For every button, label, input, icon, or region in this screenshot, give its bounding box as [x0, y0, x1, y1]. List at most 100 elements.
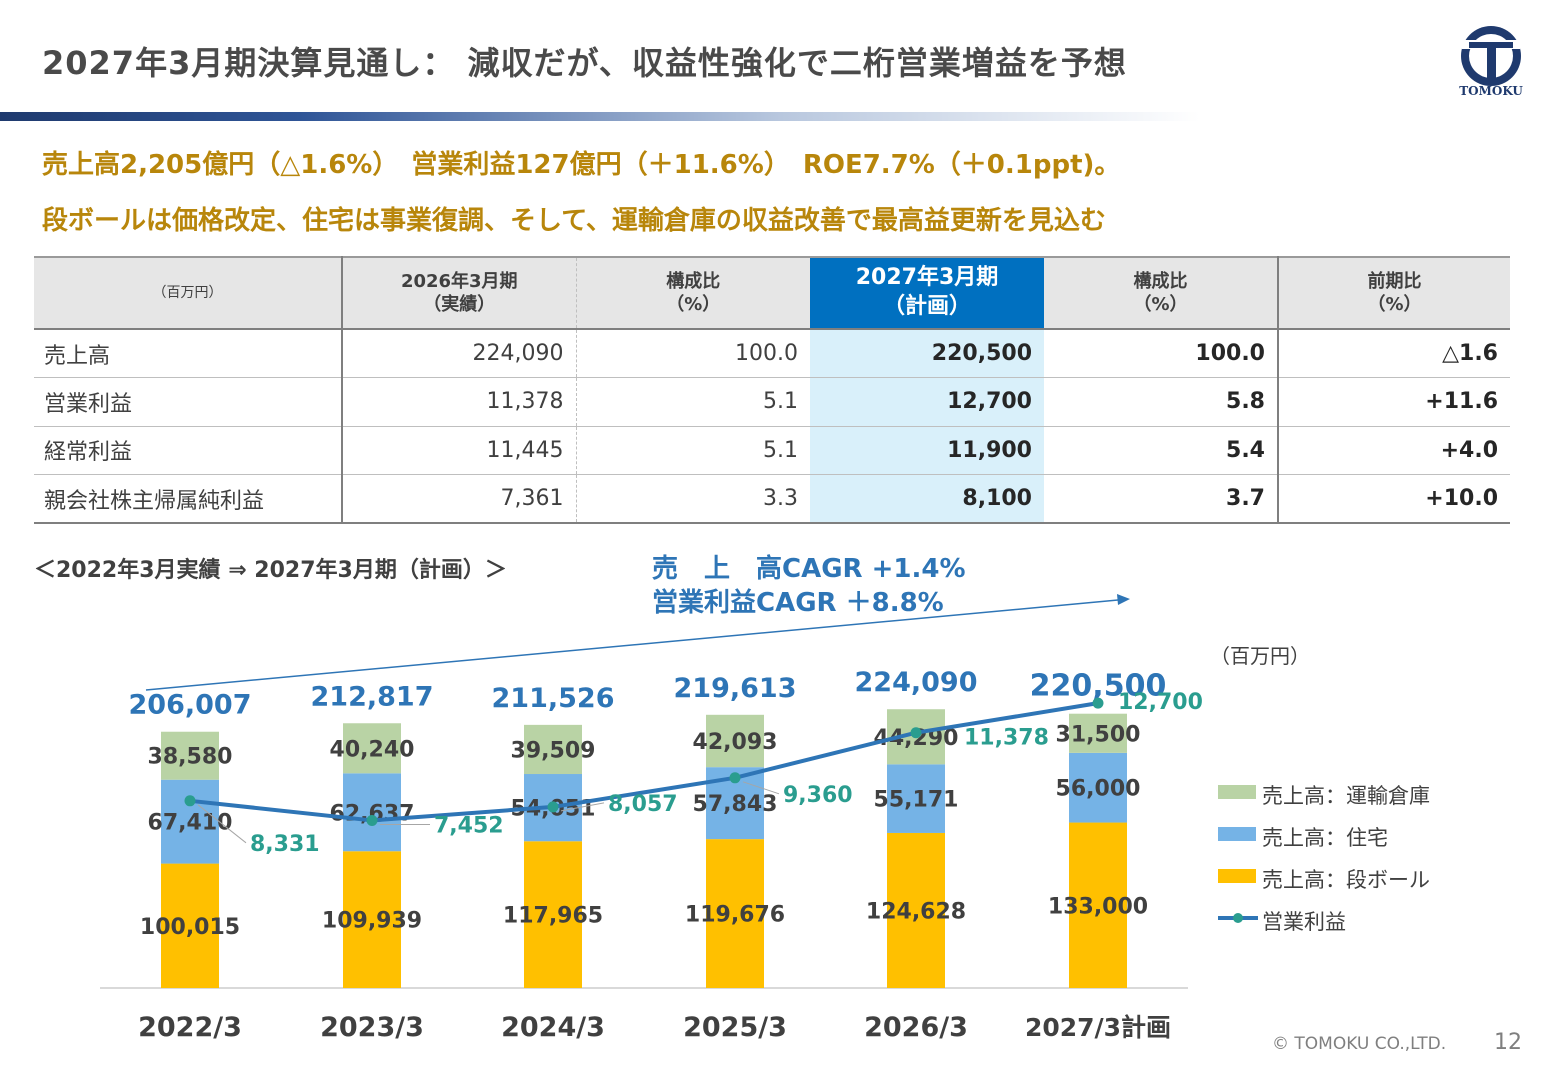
cell-value: 3.3: [576, 474, 810, 524]
data-label: 67,410: [148, 811, 233, 836]
x-tick-label: 2022/3: [138, 1012, 242, 1043]
header-ratio-2026: 構成比 （%）: [576, 256, 810, 330]
x-tick-label: 2025/3: [683, 1012, 787, 1043]
data-label: 124,628: [866, 899, 966, 924]
data-label: 109,939: [322, 909, 422, 934]
cell-value: 5.8: [1044, 377, 1279, 427]
cell-value: 5.1: [576, 426, 810, 475]
cell-value: 100.0: [1044, 329, 1279, 378]
cagr-arrow-head: [1117, 594, 1130, 605]
x-tick-label: 2024/3: [501, 1012, 605, 1043]
data-label: 57,843: [693, 792, 778, 817]
table-row: 経常利益 11,445 5.1 11,900 5.4 +4.0: [34, 426, 1510, 475]
data-label: 56,000: [1056, 777, 1141, 802]
header-fy2027: 2027年3月期 （計画）: [810, 256, 1044, 330]
table-row: 営業利益 11,378 5.1 12,700 5.8 +11.6: [34, 377, 1510, 427]
bar-segment: [343, 851, 401, 988]
cell-value: 11,900: [810, 426, 1044, 475]
x-tick-label: 2023/3: [320, 1012, 424, 1043]
cell-value: 100.0: [576, 329, 810, 378]
total-label: 224,090: [855, 667, 978, 698]
cell-value: +10.0: [1278, 474, 1510, 524]
cell-value: 11,445: [342, 426, 577, 475]
op-marker: [184, 795, 196, 807]
bar-segment: [343, 773, 401, 852]
legend-label: 売上高：運輸倉庫: [1262, 784, 1430, 808]
label-leader: [560, 802, 605, 812]
header-ratio-2027: 構成比 （%）: [1044, 256, 1279, 330]
data-label: 38,580: [148, 745, 233, 770]
data-label: 100,015: [140, 915, 240, 940]
bar-segment: [343, 723, 401, 774]
op-label: 8,057: [608, 792, 678, 817]
chart-unit: （百万円）: [1210, 644, 1310, 668]
bar-segment: [1069, 822, 1127, 988]
op-marker: [1092, 697, 1104, 709]
table-row: 売上高 224,090 100.0 220,500 100.0 △1.6: [34, 329, 1510, 378]
op-line: [189, 701, 1099, 823]
period-range-label: ＜2022年3月実績 ⇒ 2027年3月期（計画）＞: [34, 558, 507, 583]
cell-value: 7,361: [342, 474, 577, 524]
bar-segment: [887, 764, 945, 833]
tomoku-logo: [1461, 26, 1521, 86]
legend-marker: [1233, 913, 1243, 923]
legend-swatch: [1218, 785, 1256, 799]
data-label: 42,093: [693, 730, 778, 755]
table-unit: （百万円）: [34, 256, 343, 330]
cell-value: 5.1: [576, 377, 810, 427]
op-label: 7,452: [434, 813, 504, 838]
headline-summary: 売上高2,205億円（△1.6%） 営業利益127億円（＋11.6%） ROE7…: [42, 150, 1121, 180]
legend-swatch: [1218, 869, 1256, 883]
op-label: 11,378: [964, 726, 1049, 751]
row-label: 経常利益: [34, 426, 343, 475]
page-number: 12: [1494, 1030, 1522, 1055]
data-label: 55,171: [874, 788, 959, 813]
bar-segment: [161, 863, 219, 988]
op-label: 9,360: [783, 783, 853, 808]
data-label: 117,965: [503, 904, 603, 929]
bar-segment: [524, 724, 582, 775]
header-fy2026: 2026年3月期 （実績）: [342, 256, 577, 330]
headline-drivers: 段ボールは価格改定、住宅は事業復調、そして、運輸倉庫の収益改善で最高益更新を見込…: [42, 206, 1106, 236]
bar-segment: [706, 839, 764, 988]
row-label: 営業利益: [34, 377, 343, 427]
bar-segment: [161, 779, 219, 864]
data-label: 133,000: [1048, 894, 1148, 919]
cell-value: 3.7: [1044, 474, 1279, 524]
op-marker: [729, 772, 741, 784]
row-label: 売上高: [34, 329, 343, 378]
op-marker: [910, 727, 922, 739]
total-label: 219,613: [674, 673, 797, 704]
label-leader: [197, 804, 247, 844]
cell-value: 11,378: [342, 377, 577, 427]
copyright: © TOMOKU CO.,LTD.: [1272, 1034, 1447, 1054]
data-label: 40,240: [330, 737, 415, 762]
cagr-trend-arrow: [145, 599, 1119, 691]
cell-value: 224,090: [342, 329, 577, 378]
bar-segment: [887, 832, 945, 988]
cell-value: 5.4: [1044, 426, 1279, 475]
table-header-row: （百万円） 2026年3月期 （実績） 構成比 （%） 2027年3月期 （計画） 構…: [34, 256, 1510, 330]
op-marker: [547, 801, 559, 813]
cell-value: +4.0: [1278, 426, 1510, 475]
data-label: 39,509: [511, 738, 596, 763]
data-label: 119,676: [685, 903, 785, 928]
forecast-table: （百万円） 2026年3月期 （実績） 構成比 （%） 2027年3月期 （計画） 構…: [34, 256, 1510, 524]
legend-label: 売上高：住宅: [1262, 826, 1388, 850]
legend-swatch: [1218, 827, 1256, 841]
sales-cagr: 売 上 高CAGR +1.4%: [652, 554, 966, 584]
table-row: 親会社株主帰属純利益 7,361 3.3 8,100 3.7 +10.0: [34, 474, 1510, 524]
logo-text: TOMOKU: [1459, 84, 1523, 98]
bar-segment: [161, 731, 219, 780]
op-cagr: 営業利益CAGR ＋8.8%: [652, 588, 944, 618]
cell-value: 220,500: [810, 329, 1044, 378]
op-label: 12,700: [1118, 690, 1203, 715]
row-label: 親会社株主帰属純利益: [34, 474, 343, 524]
title-underline: [0, 112, 1200, 121]
label-leader: [742, 781, 780, 795]
cell-value: +11.6: [1278, 377, 1510, 427]
x-tick-label: 2027/3計画: [1025, 1013, 1171, 1042]
bar-segment: [706, 714, 764, 768]
legend-label: 売上高：段ボール: [1262, 868, 1430, 892]
